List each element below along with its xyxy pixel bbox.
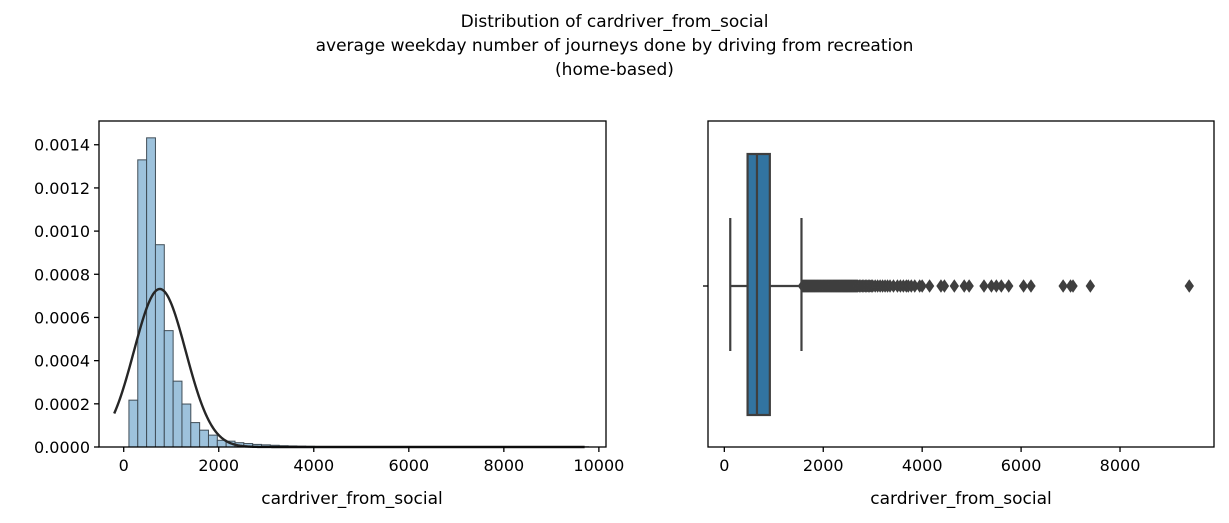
boxplot-outlier xyxy=(1018,279,1029,293)
boxplot-x-tick-label: 4000 xyxy=(902,456,943,475)
boxplot-box xyxy=(746,152,771,417)
boxplot-x-ticks: 0 2000 4000 6000 8000 xyxy=(719,447,1140,475)
histogram-x-ticks: 0 2000 4000 6000 8000 10000 xyxy=(119,447,624,475)
histogram-y-tick-label: 0.0004 xyxy=(34,352,90,371)
boxplot-outlier xyxy=(996,279,1006,293)
histogram-x-tick-label: 6000 xyxy=(388,456,429,475)
boxplot-x-tick-label: 6000 xyxy=(1001,456,1042,475)
histogram-x-tick-label: 2000 xyxy=(198,456,239,475)
boxplot-x-tick-label: 8000 xyxy=(1100,456,1141,475)
histogram-x-tick-label: 0 xyxy=(119,456,129,475)
histogram-y-tick-label: 0.0000 xyxy=(34,438,90,457)
histogram-y-tick-label: 0.0012 xyxy=(34,179,90,198)
histogram-axes-frame xyxy=(98,120,607,448)
boxplot-outlier xyxy=(939,279,950,293)
histogram-bars xyxy=(128,137,590,448)
histogram-y-tick-label: 0.0002 xyxy=(34,395,90,414)
boxplot-outlier xyxy=(979,279,989,293)
boxplot-outlier xyxy=(1058,279,1068,293)
title-line-2: average weekday number of journeys done … xyxy=(315,36,914,56)
title-line-3: (home-based) xyxy=(555,60,674,80)
boxplot-outlier xyxy=(964,279,974,293)
boxplot-outlier xyxy=(1184,279,1194,293)
boxplot-outlier xyxy=(917,279,927,293)
histogram-y-tick-label: 0.0006 xyxy=(34,308,90,327)
boxplot-outlier xyxy=(1085,279,1096,293)
histogram-y-ticks: 0.0000 0.0002 0.0004 0.0006 0.0008 0.0010 0.00… xyxy=(34,136,99,457)
histogram-x-tick-label: 10000 xyxy=(573,456,624,475)
histogram-y-tick-label: 0.0014 xyxy=(34,136,90,155)
boxplot-axes-frame xyxy=(707,120,1215,448)
boxplot-outlier xyxy=(1004,279,1014,293)
histogram-x-tick-label: 4000 xyxy=(293,456,334,475)
figure-title: Distribution of cardriver_from_social av… xyxy=(0,10,1229,82)
boxplot-outliers xyxy=(797,279,1194,293)
boxplot-outlier xyxy=(1026,279,1036,293)
boxplot-outlier xyxy=(924,279,935,293)
title-line-1: Distribution of cardriver_from_social xyxy=(460,12,769,32)
boxplot-outlier xyxy=(949,279,960,293)
histogram-x-tick-label: 8000 xyxy=(483,456,524,475)
histogram-y-tick-label: 0.0010 xyxy=(34,222,90,241)
boxplot-outlier xyxy=(1068,279,1078,293)
boxplot-x-tick-label: 0 xyxy=(719,456,729,475)
histogram-y-tick-label: 0.0008 xyxy=(34,265,90,284)
boxplot-x-tick-label: 2000 xyxy=(803,456,844,475)
histogram-x-axis-label: cardriver_from_social xyxy=(261,489,443,509)
boxplot-x-axis-label: cardriver_from_social xyxy=(870,489,1052,509)
